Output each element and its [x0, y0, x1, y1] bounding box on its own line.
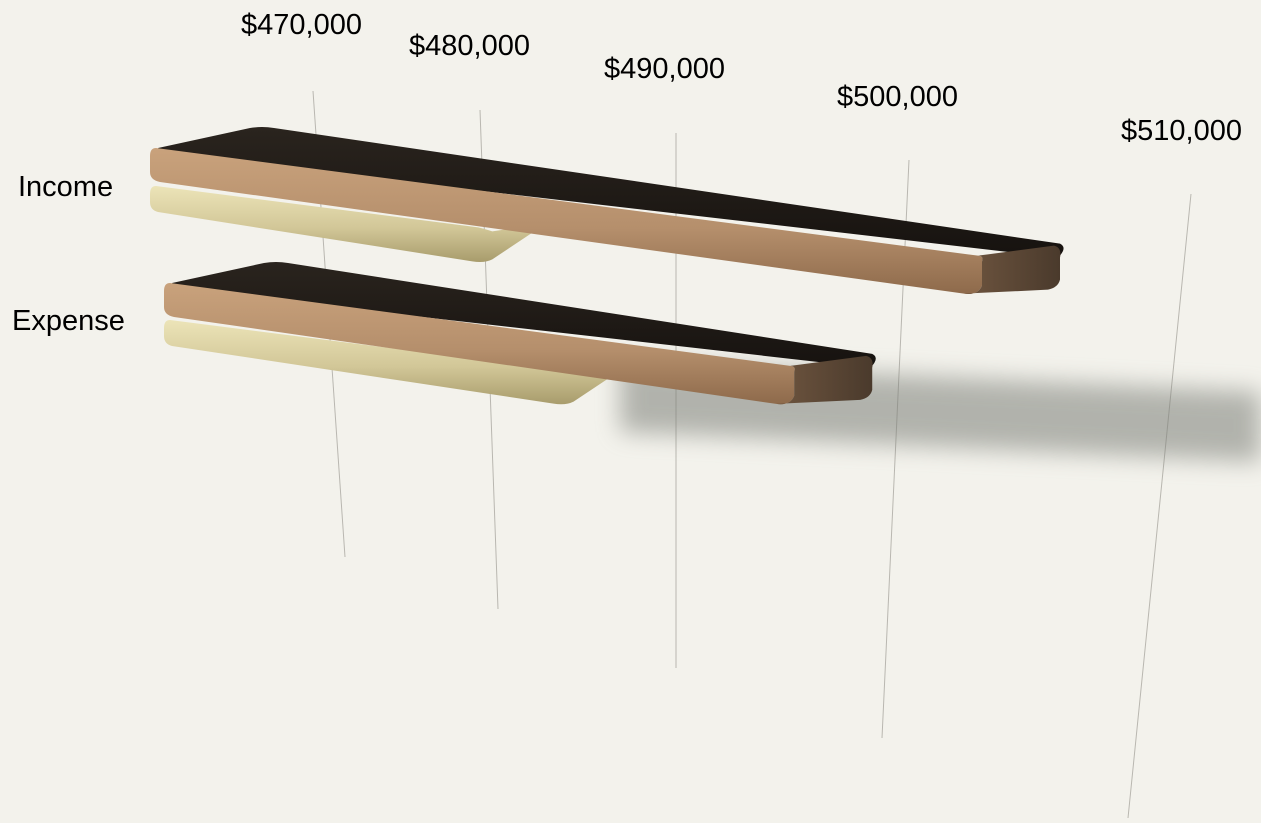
- bar-expense-series-2: [164, 283, 795, 405]
- bar-income-series-1: [150, 186, 547, 263]
- x-tick-label: $490,000: [604, 53, 725, 85]
- x-tick-label: $510,000: [1121, 115, 1242, 147]
- category-label: Income: [18, 171, 113, 203]
- x-tick-label: $480,000: [409, 30, 530, 62]
- x-axis-tick-labels: $470,000 $480,000 $490,000 $500,000 $510,000: [241, 9, 1242, 147]
- gridline: [1127, 193, 1192, 819]
- bar-expense-series-1: [164, 320, 628, 405]
- category-label: Expense: [12, 305, 125, 337]
- bar-expense-series-2-top: [172, 262, 876, 368]
- bar-income-series-2-top: [158, 127, 1064, 258]
- bar-income-series-2-end: [964, 245, 1061, 295]
- category-labels: Income Expense: [12, 171, 125, 337]
- bar-expense-series-2-end: [776, 355, 873, 405]
- bars: [150, 127, 1064, 405]
- bar-income-series-2: [150, 148, 983, 295]
- x-tick-label: $500,000: [837, 81, 958, 113]
- x-tick-label: $470,000: [241, 9, 362, 41]
